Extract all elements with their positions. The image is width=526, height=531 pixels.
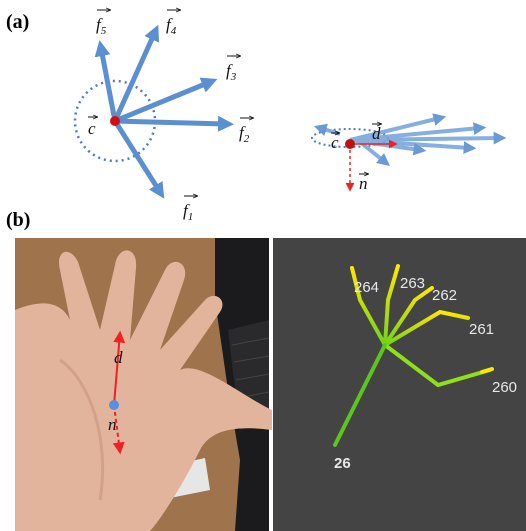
vector-label: f1 (183, 196, 197, 223)
subscript: 3 (230, 71, 237, 83)
vector-label: f3 (226, 56, 240, 83)
center-label: c (88, 119, 96, 138)
vector-diagram (75, 32, 226, 192)
svg-text:f2: f2 (239, 123, 250, 145)
panel-label: (b) (6, 209, 30, 231)
svg-text:f3: f3 (226, 61, 237, 83)
center-label: c (331, 133, 339, 152)
subscript: 1 (188, 211, 194, 223)
panel-label: (a) (6, 11, 29, 33)
svg-text:f1: f1 (183, 201, 193, 223)
vector-label: f5 (96, 10, 110, 37)
figure: (a) f5 f4 f3 f2 f1 c c d n (b) (0, 0, 526, 531)
svg-text:f5: f5 (96, 15, 107, 37)
normal-label: n (108, 415, 117, 434)
joint-label: 261 (469, 321, 494, 338)
direction-label: d (114, 348, 123, 367)
normal-label: n (359, 174, 368, 193)
vector-label: f2 (239, 118, 253, 145)
joint-label: 264 (354, 279, 379, 296)
joint-label: 26 (334, 455, 351, 472)
skeleton-view: 264 263 262 261 260 26 (273, 238, 526, 531)
subscript: 5 (101, 25, 107, 37)
svg-text:f4: f4 (166, 15, 177, 37)
side-view-diagram: c d n (312, 118, 500, 193)
joint-label: 260 (492, 379, 517, 396)
joint-label: 262 (432, 287, 457, 304)
subscript: 2 (244, 133, 250, 145)
vector-label: f4 (166, 10, 180, 37)
direction-label: d (372, 124, 381, 143)
joint-label: 263 (400, 275, 425, 292)
hand-photo: d n (15, 238, 272, 531)
subscript: 4 (171, 25, 177, 37)
